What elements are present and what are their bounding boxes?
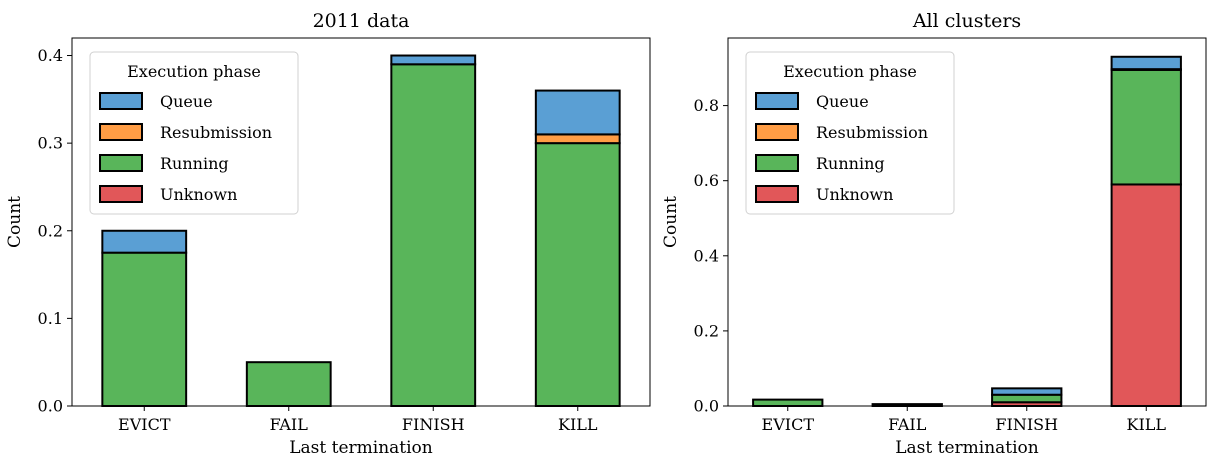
y-tick-label: 0.1 <box>38 309 63 328</box>
legend-label-unknown: Unknown <box>160 185 237 204</box>
chart-panel-1: 2011 data EVICT FAIL FINISH KILL 0.0 0.1 0.2 0.3… <box>5 10 651 458</box>
x-tick-label: FINISH <box>402 415 465 434</box>
legend-label-queue: Queue <box>160 92 213 111</box>
y-tick-label: 0.2 <box>694 321 719 340</box>
legend-swatch-unknown <box>99 185 143 203</box>
legend-swatch-running <box>99 154 143 172</box>
x-tick-label: FAIL <box>270 415 309 434</box>
plot-area-frame <box>71 37 651 407</box>
legend-swatch-running <box>755 154 799 172</box>
bar-finish-queue <box>390 54 477 66</box>
legend: Execution phase Queue Resubmission Running U… <box>745 51 955 215</box>
bar-kill-running <box>534 142 621 407</box>
x-tick-label: FAIL <box>888 415 927 434</box>
y-tick-label: 0.2 <box>38 221 63 240</box>
legend-swatch-queue <box>755 92 799 110</box>
y-tick-label: 0.4 <box>38 46 63 65</box>
x-tick-label: EVICT <box>118 415 171 434</box>
legend-title: Execution phase <box>127 62 261 81</box>
y-axis-label: Count <box>5 196 25 248</box>
legend-label-resubmission: Resubmission <box>160 123 272 142</box>
x-tick-label: KILL <box>558 415 598 434</box>
legend-label-running: Running <box>160 154 229 173</box>
bar-kill-queue <box>534 89 621 136</box>
legend-title: Execution phase <box>783 62 917 81</box>
bar-kill-unknown <box>1110 183 1182 407</box>
y-tick-label: 0.0 <box>38 397 63 416</box>
y-tick-label: 0.8 <box>694 96 719 115</box>
x-tick-label: KILL <box>1126 415 1166 434</box>
legend: Execution phase Queue Resubmission Running U… <box>89 51 299 215</box>
bar-kill-resubmission <box>534 133 621 145</box>
legend-label-resubmission: Resubmission <box>816 123 928 142</box>
bar-evict-running <box>101 251 188 407</box>
y-axis-label: Count <box>661 196 681 248</box>
bar-fail-running <box>245 361 332 408</box>
legend-swatch-queue <box>99 92 143 110</box>
legend-label-unknown: Unknown <box>816 185 893 204</box>
x-tick-label: FINISH <box>995 415 1058 434</box>
x-axis-label: Last termination <box>895 438 1039 458</box>
chart-title: All clusters <box>912 10 1021 32</box>
plot-area-frame <box>727 37 1207 407</box>
bar-finish-running <box>991 393 1063 404</box>
bar-finish-queue <box>991 387 1063 396</box>
x-tick-label: EVICT <box>762 415 815 434</box>
x-axis-label: Last termination <box>289 438 433 458</box>
legend-swatch-resubmission <box>99 123 143 141</box>
y-tick-label: 0.4 <box>694 246 719 265</box>
y-tick-label: 0.6 <box>694 171 719 190</box>
bar-kill-queue <box>1110 55 1182 71</box>
legend-swatch-resubmission <box>755 123 799 141</box>
chart-panel-2: All clusters EVICT FAIL FINISH KILL 0.0 0.2 0.4… <box>661 10 1207 458</box>
bar-evict-running <box>752 398 824 408</box>
bar-evict-queue <box>101 229 188 254</box>
chart-title: 2011 data <box>313 10 410 32</box>
bar-kill-running <box>1110 68 1182 186</box>
legend-label-running: Running <box>816 154 885 173</box>
legend-label-queue: Queue <box>816 92 869 111</box>
y-tick-label: 0.0 <box>694 397 719 416</box>
bar-finish-running <box>390 63 477 408</box>
y-tick-label: 0.3 <box>38 134 63 153</box>
legend-swatch-unknown <box>755 185 799 203</box>
